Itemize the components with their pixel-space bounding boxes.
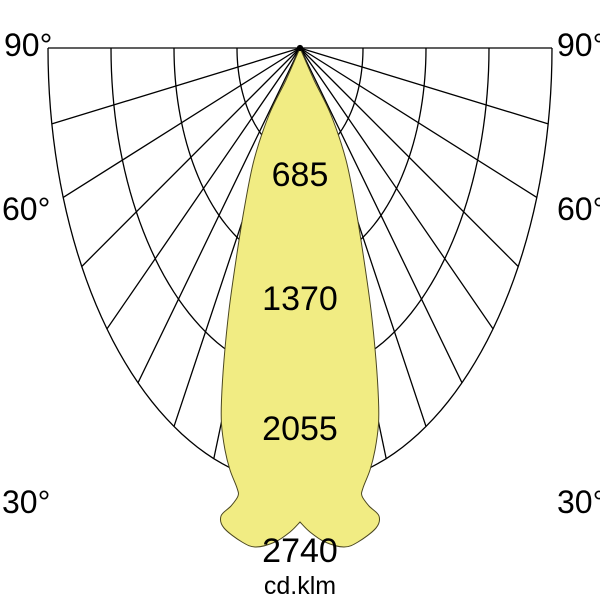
svg-text:2740: 2740 — [262, 532, 338, 570]
svg-text:685: 685 — [272, 156, 329, 194]
svg-text:30°: 30° — [557, 484, 600, 520]
svg-text:60°: 60° — [2, 191, 50, 227]
svg-text:1370: 1370 — [262, 280, 338, 318]
svg-text:60°: 60° — [557, 191, 600, 227]
svg-text:cd.klm: cd.klm — [264, 572, 336, 600]
svg-text:90°: 90° — [4, 27, 52, 63]
svg-text:2055: 2055 — [262, 410, 338, 448]
svg-text:90°: 90° — [557, 27, 600, 63]
svg-text:30°: 30° — [2, 484, 50, 520]
